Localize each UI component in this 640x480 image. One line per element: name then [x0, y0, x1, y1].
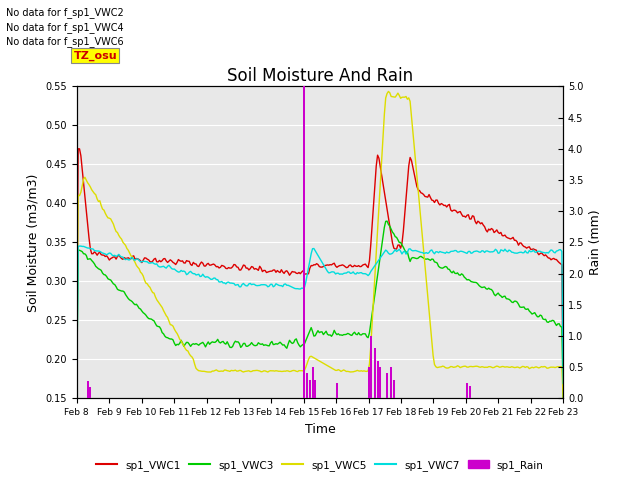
Text: No data for f_sp1_VWC2: No data for f_sp1_VWC2	[6, 7, 124, 18]
Bar	[369, 367, 371, 398]
Bar	[374, 348, 376, 398]
Bar	[386, 373, 388, 398]
Bar	[468, 386, 471, 398]
Bar	[306, 373, 308, 398]
Bar	[376, 361, 379, 398]
Bar	[86, 381, 89, 398]
X-axis label: Time: Time	[305, 423, 335, 436]
Bar	[370, 336, 372, 398]
Y-axis label: Soil Moisture (m3/m3): Soil Moisture (m3/m3)	[27, 173, 40, 312]
Y-axis label: Rain (mm): Rain (mm)	[589, 210, 602, 275]
Bar	[309, 380, 311, 398]
Bar	[466, 383, 468, 398]
Bar	[314, 380, 316, 398]
Bar	[303, 74, 305, 398]
Text: TZ_osu: TZ_osu	[74, 50, 117, 60]
Text: No data for f_sp1_VWC4: No data for f_sp1_VWC4	[6, 22, 124, 33]
Bar	[380, 367, 381, 398]
Bar	[90, 387, 92, 398]
Title: Soil Moisture And Rain: Soil Moisture And Rain	[227, 67, 413, 85]
Bar	[390, 367, 392, 398]
Bar	[312, 367, 314, 398]
Bar	[393, 380, 395, 398]
Bar	[336, 383, 338, 398]
Legend: sp1_VWC1, sp1_VWC3, sp1_VWC5, sp1_VWC7, sp1_Rain: sp1_VWC1, sp1_VWC3, sp1_VWC5, sp1_VWC7, …	[92, 456, 548, 475]
Text: No data for f_sp1_VWC6: No data for f_sp1_VWC6	[6, 36, 124, 47]
